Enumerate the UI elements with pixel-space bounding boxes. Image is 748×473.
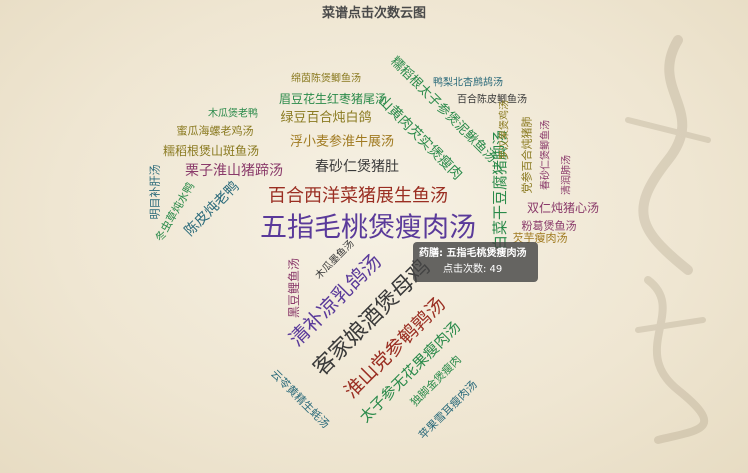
word-cloud-term[interactable]: 栗子淮山猪蹄汤: [185, 162, 283, 179]
word-cloud-term[interactable]: 百合陈皮鲫鱼汤: [457, 93, 527, 106]
chart-title: 菜谱点击次数云图: [321, 6, 426, 21]
word-cloud-term[interactable]: 芡芋瘦肉汤: [513, 231, 568, 245]
word-cloud-term[interactable]: 蜜瓜海螺老鸡汤: [177, 124, 254, 138]
word-cloud-term[interactable]: 明目补肝汤: [148, 165, 162, 220]
word-cloud-term[interactable]: 双仁炖猪心汤: [527, 201, 599, 215]
word-cloud-term[interactable]: 眉豆花生红枣猪尾汤: [279, 91, 387, 106]
word-cloud-term[interactable]: 糯稻根煲山斑鱼汤: [163, 143, 259, 158]
word-cloud-term[interactable]: 黑豆鲤鱼汤: [287, 258, 301, 318]
word-cloud-term[interactable]: 清润肺汤: [560, 155, 573, 195]
word-cloud-term[interactable]: 绿豆百合炖白鸽: [280, 110, 371, 126]
word-cloud-term[interactable]: 木瓜煲老鸭: [208, 107, 258, 120]
word-cloud-term[interactable]: 春砂仁煲鲫鱼汤: [539, 120, 552, 190]
word-cloud-term[interactable]: 罗汉果煲鸡汤: [498, 100, 511, 160]
word-cloud-term[interactable]: 浮小麦参淮牛展汤: [290, 134, 394, 150]
tooltip-name: 药膳: 五指毛桃煲瘦肉汤: [419, 248, 527, 259]
word-cloud-term[interactable]: 五指毛桃煲瘦肉汤: [260, 213, 476, 244]
word-cloud-term[interactable]: 党参百合炖猪肺: [520, 117, 534, 194]
hover-tooltip: 药膳: 五指毛桃煲瘦肉汤 点击次数: 49: [413, 242, 538, 282]
word-cloud-term[interactable]: 白菜干豆腐猪脚汤: [491, 130, 509, 250]
word-cloud-term[interactable]: 绵茵陈煲鲫鱼汤: [291, 72, 361, 85]
word-cloud-term[interactable]: 粉葛煲鱼汤: [522, 219, 577, 233]
word-cloud-term[interactable]: 鸭梨北杏鹧鸪汤: [433, 76, 503, 89]
word-cloud-term[interactable]: 百合西洋菜猪展生鱼汤: [268, 186, 448, 207]
tooltip-value: 点击次数: 49: [443, 264, 503, 275]
word-cloud-term[interactable]: 春砂仁煲猪肚: [315, 158, 399, 175]
